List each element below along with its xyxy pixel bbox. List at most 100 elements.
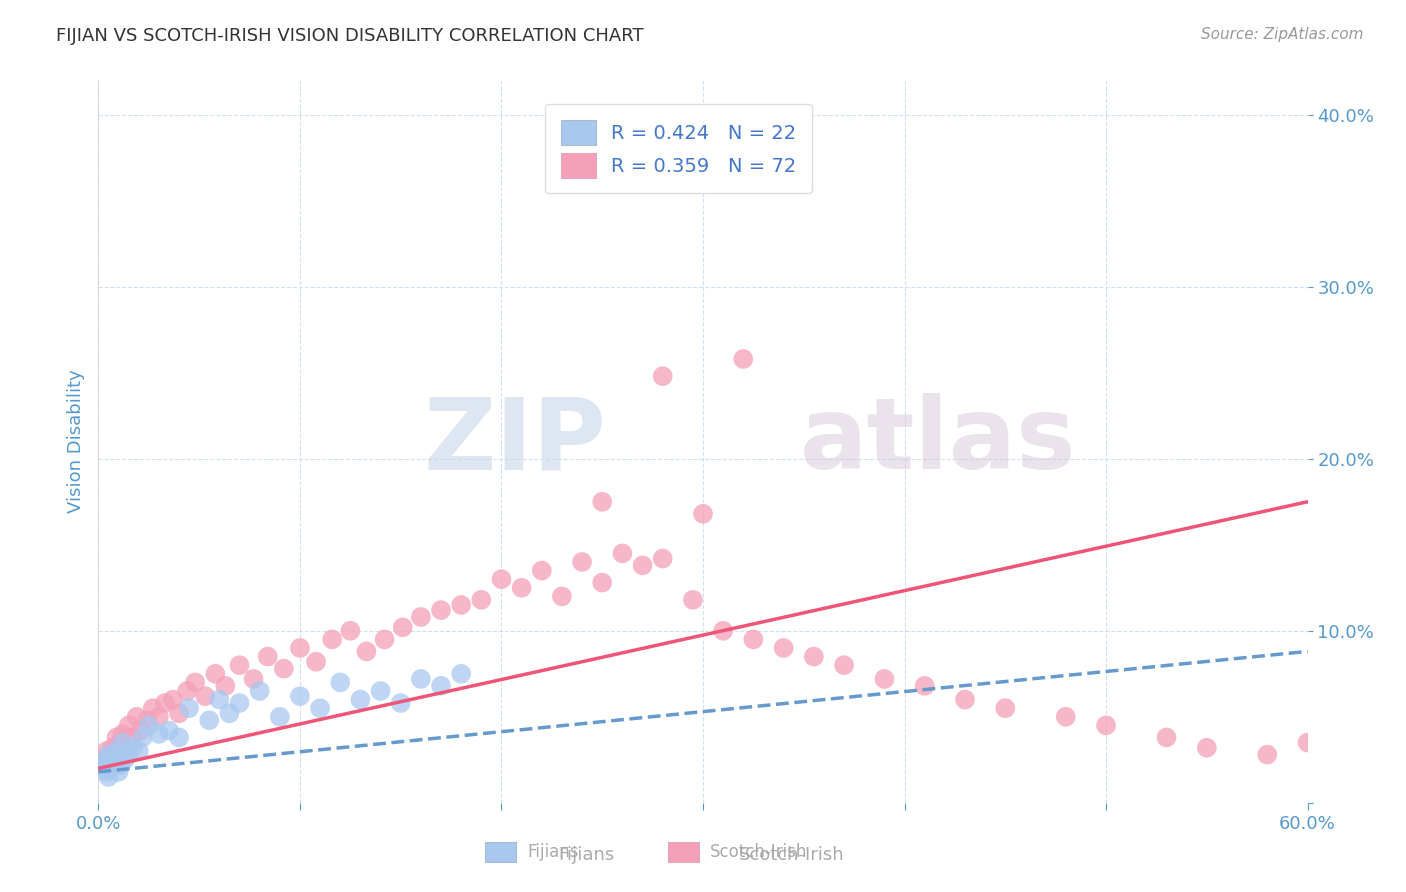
Text: Scotch-Irish: Scotch-Irish [740,847,845,864]
Point [100,747,122,762]
Point [391,620,413,634]
Point [114,747,136,762]
Point [305,655,328,669]
Point [1054,710,1077,724]
Text: ZIP: ZIP [423,393,606,490]
Text: atlas: atlas [800,393,1077,490]
Point [651,369,673,384]
Point [228,696,250,710]
Point [339,624,361,638]
Point [110,735,132,749]
Point [101,758,124,772]
Point [204,666,226,681]
Point [273,662,295,676]
Point [591,494,613,508]
Text: Source: ZipAtlas.com: Source: ZipAtlas.com [1201,27,1364,42]
Point [198,713,221,727]
Legend: R = 0.424   N = 22, R = 0.359   N = 72: R = 0.424 N = 22, R = 0.359 N = 72 [546,104,813,194]
Point [571,555,593,569]
Point [1296,735,1319,749]
Point [510,581,533,595]
Point [631,558,654,573]
Point [111,735,134,749]
Point [101,740,124,755]
Point [179,701,201,715]
Point [148,727,170,741]
Y-axis label: Vision Disability: Vision Disability [66,369,84,514]
Point [242,672,264,686]
Point [135,713,157,727]
Point [530,564,553,578]
Point [832,658,855,673]
Text: Fijians: Fijians [558,847,614,864]
Point [208,692,231,706]
Point [651,551,673,566]
Point [1256,747,1278,762]
Point [194,689,217,703]
Point [356,644,378,658]
Point [184,675,207,690]
Point [93,753,115,767]
Point [129,723,152,738]
Point [110,758,132,772]
Point [121,740,143,755]
Point [1156,731,1178,745]
Point [148,710,170,724]
Point [370,684,392,698]
Point [118,747,141,762]
Point [103,753,125,767]
Point [93,758,115,772]
Point [96,764,118,779]
Point [107,744,129,758]
Point [114,753,136,767]
Point [288,689,311,703]
Point [409,610,432,624]
FancyBboxPatch shape [485,842,516,862]
Point [269,710,291,724]
Point [374,632,396,647]
Point [321,632,343,647]
Point [470,592,492,607]
Point [105,731,128,745]
Point [309,701,332,715]
Point [772,640,794,655]
Point [612,546,634,560]
Point [409,672,432,686]
Point [692,507,714,521]
Point [591,575,613,590]
Point [450,598,472,612]
Point [105,744,128,758]
Point [1095,718,1118,732]
Point [450,666,472,681]
Point [153,696,176,710]
Point [167,731,190,745]
Point [96,744,118,758]
FancyBboxPatch shape [668,842,699,862]
Point [121,731,143,745]
Point [91,761,114,775]
Point [128,744,150,758]
Point [742,632,765,647]
Point [551,590,574,604]
Point [111,727,134,741]
Point [682,592,704,607]
Point [97,758,120,772]
Point [249,684,271,698]
Text: Scotch-Irish: Scotch-Irish [710,843,807,861]
Point [97,747,120,762]
Point [288,640,311,655]
Point [430,603,453,617]
Point [218,706,240,721]
Point [162,692,184,706]
Point [711,624,734,638]
Point [1195,740,1218,755]
Text: Fijians: Fijians [527,843,579,861]
Point [96,753,118,767]
Point [167,706,190,721]
Point [157,723,180,738]
Point [132,731,155,745]
Point [953,692,976,706]
Point [107,764,129,779]
Point [138,718,160,732]
Point [97,770,120,784]
